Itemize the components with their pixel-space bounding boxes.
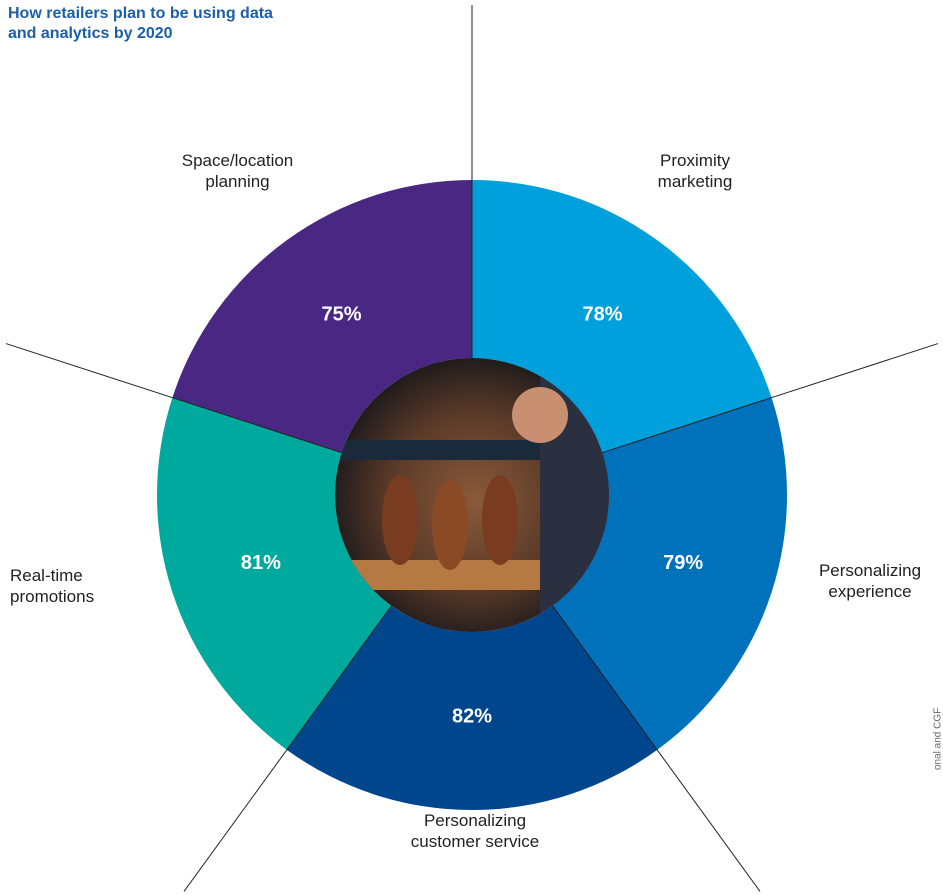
spoke [183, 605, 392, 892]
spoke [602, 343, 939, 454]
category-label: Personalizing customer service [410, 811, 540, 851]
segment [157, 397, 392, 750]
spoke [552, 605, 761, 892]
category-label: Proximity marketing [657, 151, 733, 191]
source-note: onal and CGF [933, 708, 943, 770]
value-label: 75% [321, 304, 361, 326]
value-label: 81% [241, 552, 281, 574]
segment [472, 180, 772, 453]
segment [172, 179, 473, 453]
chart-title: How retailers plan to be using data and … [8, 5, 273, 42]
category-label: Space/location planning [181, 151, 294, 191]
value-label: 82% [452, 705, 492, 727]
value-label: 78% [582, 304, 622, 326]
segment [286, 605, 658, 810]
value-label: 79% [663, 552, 703, 574]
segment [552, 397, 788, 750]
category-label: Personalizing experience [818, 561, 922, 601]
spoke [5, 343, 342, 454]
category-label: Real-time promotions [10, 566, 95, 606]
